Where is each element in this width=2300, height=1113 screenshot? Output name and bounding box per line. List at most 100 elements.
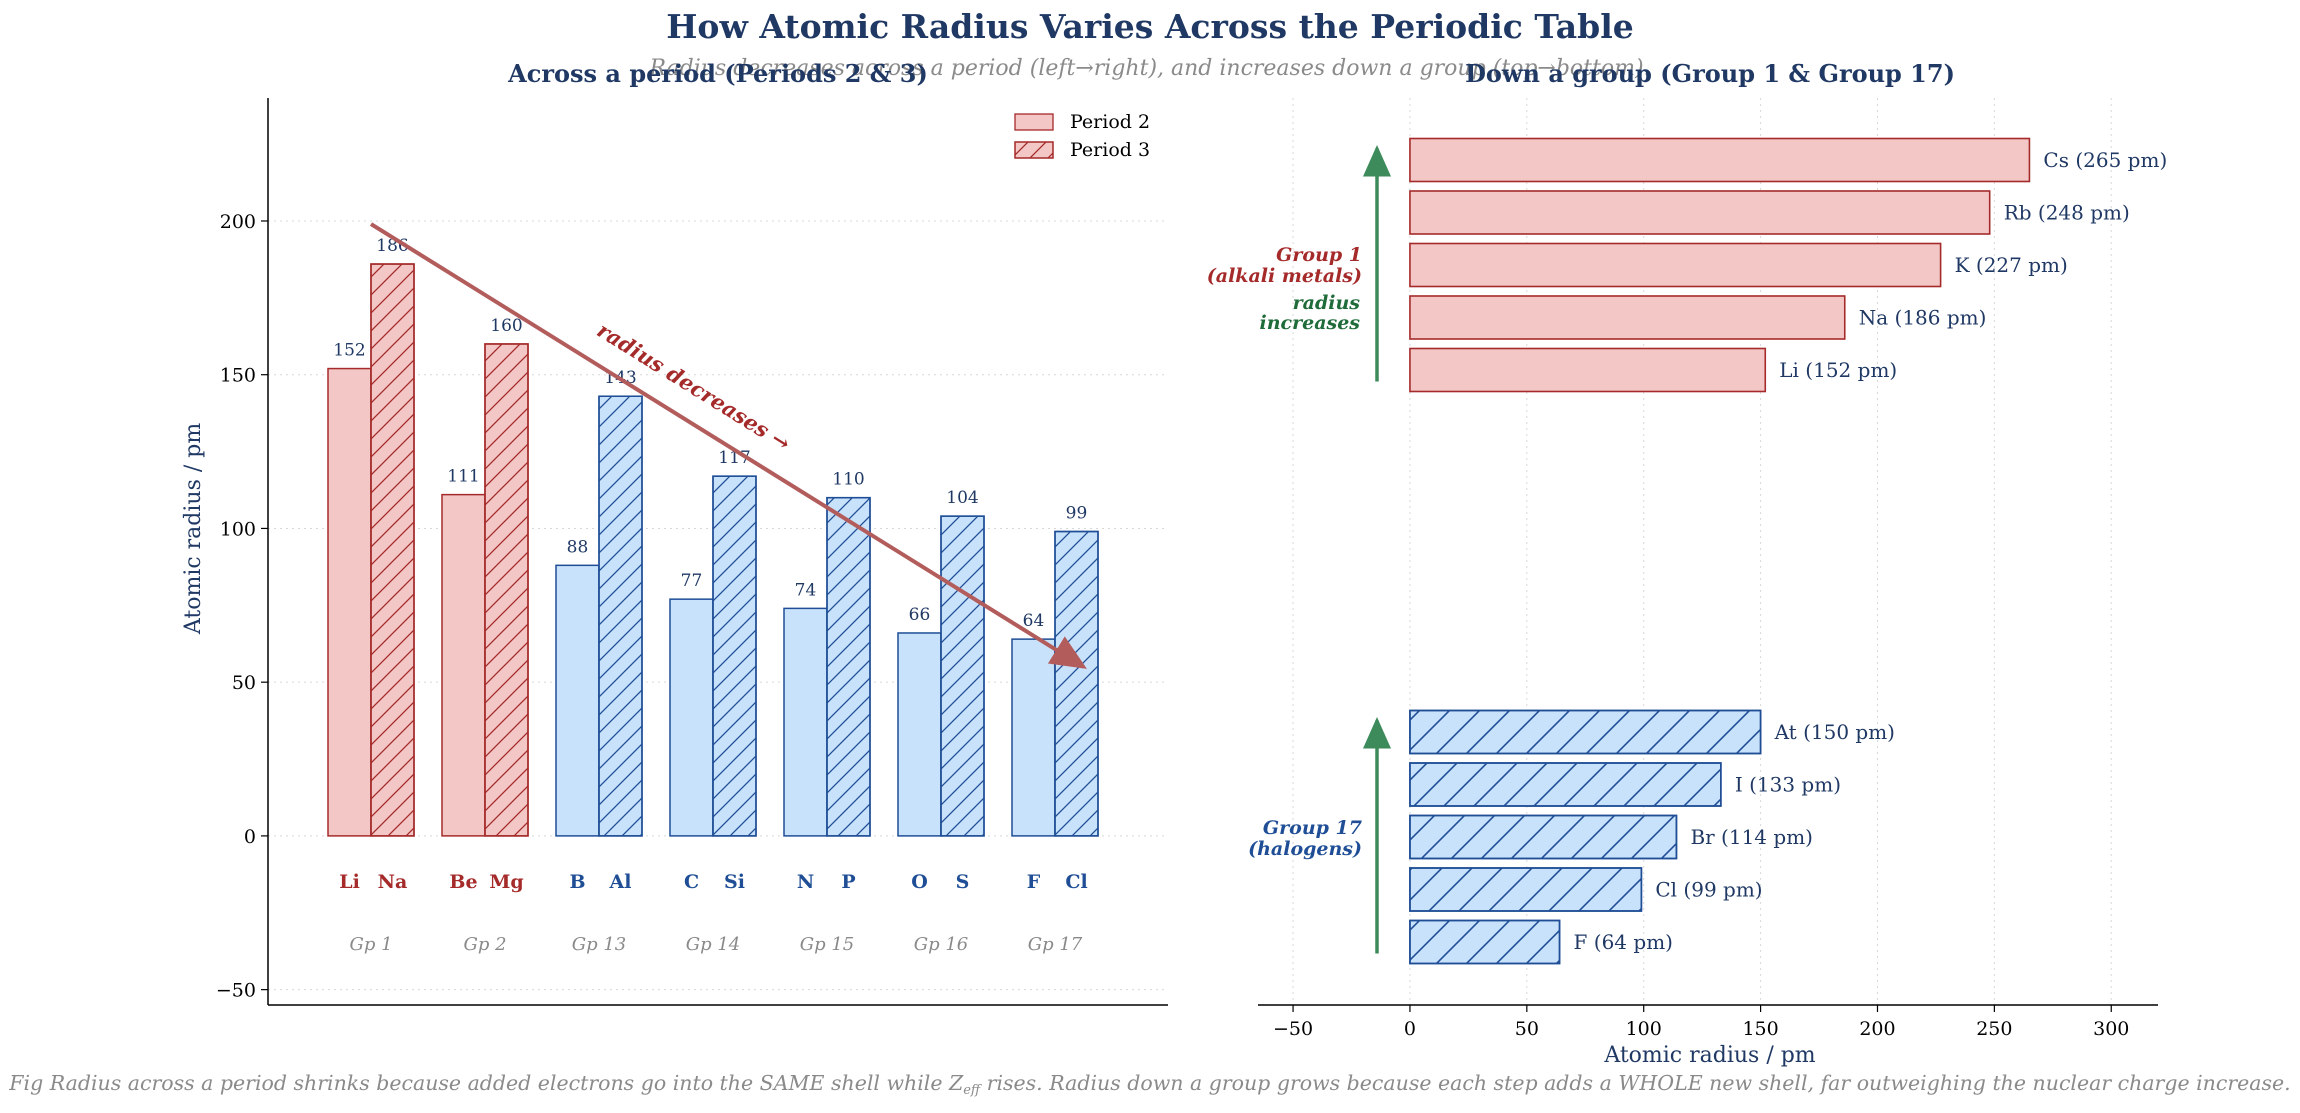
bar-value-label: 66 [909, 605, 931, 625]
chart-subtitle: Radius decreases across a period (left→r… [648, 56, 1650, 81]
caption-text-end: rises. Radius down a group grows because… [980, 1071, 2291, 1095]
group-label: Group 17 (halogens) [1248, 817, 1362, 860]
panel-title: Down a group (Group 1 & Group 17) [1465, 59, 1955, 88]
group-bar-chart: Down a group (Group 1 & Group 17) −50 0 50 1… [1207, 59, 2167, 1068]
legend-label: Period 3 [1070, 139, 1150, 161]
legend-swatch-hatch [1014, 141, 1054, 159]
bar-li [327, 367, 372, 837]
figure-caption: Fig Radius across a period shrinks becau… [8, 1071, 2290, 1098]
bar-value-label: 99 [1066, 504, 1088, 524]
hbar-value-label: Rb (248 pm) [2004, 201, 2130, 225]
hbar-value-label: Na (186 pm) [1859, 306, 1987, 330]
group-label-line: (halogens) [1248, 838, 1362, 860]
element-symbol-label: P [841, 871, 855, 893]
element-symbol-label: B [569, 871, 585, 893]
y-tick-label: 50 [232, 672, 256, 694]
bar-hatch-p [826, 496, 871, 837]
hbar-li [1409, 347, 1767, 393]
hbar-value-label: Cs (265 pm) [2043, 148, 2167, 172]
bar-c [669, 598, 714, 837]
bar-hatch-na [370, 263, 415, 837]
legend-swatch [1014, 113, 1054, 131]
group-label-line: Group 1 [1276, 244, 1362, 266]
x-tick-label: 150 [1742, 1018, 1778, 1040]
x-tick-label: 100 [1626, 1018, 1662, 1040]
y-tick-label: 100 [220, 518, 256, 540]
x-tick-label: −50 [1273, 1018, 1313, 1040]
bar-value-label: 64 [1023, 611, 1045, 631]
group-label-line: Group 17 [1263, 817, 1362, 839]
group-label-line: (alkali metals) [1207, 265, 1362, 287]
legend-label: Period 2 [1070, 111, 1150, 133]
panel-title: Across a period (Periods 2 & 3) [507, 59, 928, 88]
bar-f [1011, 638, 1056, 837]
element-symbol-label: Na [378, 871, 408, 893]
hbar-rb [1409, 190, 1991, 235]
group-label: Gp 16 [914, 934, 969, 955]
trend-arrow [369, 222, 1087, 669]
hbar-value-label: Br (114 pm) [1690, 825, 1813, 849]
group-label: Gp 15 [800, 934, 855, 955]
bar-hatch-al [598, 395, 643, 837]
y-tick-label: 150 [220, 365, 256, 387]
element-symbol-label: Li [339, 871, 360, 893]
element-symbol-label: Cl [1065, 871, 1087, 893]
increase-annotation-line: increases [1260, 312, 1361, 334]
group-label: Group 1 (alkali metals) [1207, 244, 1362, 287]
element-symbol-label: C [684, 871, 699, 893]
bar-value-label: 160 [490, 316, 522, 336]
hbar-hatch-i [1409, 762, 1722, 807]
y-tick-label: −50 [216, 980, 256, 1002]
hbar-value-label: F (64 pm) [1574, 930, 1673, 954]
period-bar-chart: Across a period (Periods 2 & 3) −50 0 50 100… [181, 59, 1168, 1006]
bar-value-label: 88 [567, 537, 589, 557]
bar-be [441, 493, 486, 837]
bar-b [555, 564, 600, 837]
bar-value-label: 152 [333, 341, 365, 361]
element-symbol-label: F [1027, 871, 1041, 893]
hbar-value-label: I (133 pm) [1735, 773, 1841, 797]
hbar-value-label: K (227 pm) [1955, 253, 2068, 277]
hbar-hatch-f [1409, 919, 1561, 965]
increase-annotation: radius increases [1260, 292, 1361, 334]
hbar-hatch-cl [1409, 867, 1643, 912]
hbar-na [1409, 295, 1846, 340]
bar-hatch-mg [484, 343, 529, 837]
element-symbol-label: Mg [489, 871, 523, 893]
element-symbol-label: Al [609, 871, 632, 893]
bar-hatch-cl [1054, 530, 1099, 837]
bar-value-label: 74 [795, 580, 817, 600]
y-tick-label: 0 [244, 826, 256, 848]
hbar-hatch-at [1409, 709, 1762, 755]
group-label: Gp 13 [572, 934, 627, 955]
element-symbol-label: Si [724, 871, 745, 893]
x-tick-label: 300 [2093, 1018, 2129, 1040]
caption-text-start: Fig Radius across a period shrinks becau… [8, 1071, 964, 1095]
element-symbol-label: O [911, 871, 928, 893]
bar-value-label: 111 [447, 467, 479, 487]
y-tick-label: 200 [220, 211, 256, 233]
caption-subscript: eff [963, 1083, 983, 1098]
bar-value-label: 110 [832, 470, 864, 490]
group-label: Gp 17 [1028, 934, 1083, 955]
hbar-hatch-br [1409, 814, 1678, 860]
bar-value-label: 104 [946, 488, 978, 508]
bar-hatch-s [940, 515, 985, 837]
element-symbol-label: N [797, 871, 814, 893]
x-tick-label: 250 [1976, 1018, 2012, 1040]
hbar-value-label: Cl (99 pm) [1655, 878, 1762, 902]
group-label: Gp 2 [463, 934, 506, 955]
x-tick-label: 50 [1515, 1018, 1539, 1040]
element-symbol-label: Be [449, 871, 477, 893]
x-axis-label: Atomic radius / pm [1603, 1043, 1815, 1068]
hbar-value-label: Li (152 pm) [1779, 358, 1897, 382]
element-symbol-label: S [956, 871, 970, 893]
bar-hatch-si [712, 475, 757, 837]
increase-annotation-line: radius [1293, 292, 1361, 314]
bar-o [897, 632, 942, 837]
x-tick-label: 0 [1404, 1018, 1416, 1040]
bar-n [783, 607, 828, 837]
hbar-k [1409, 242, 1942, 288]
